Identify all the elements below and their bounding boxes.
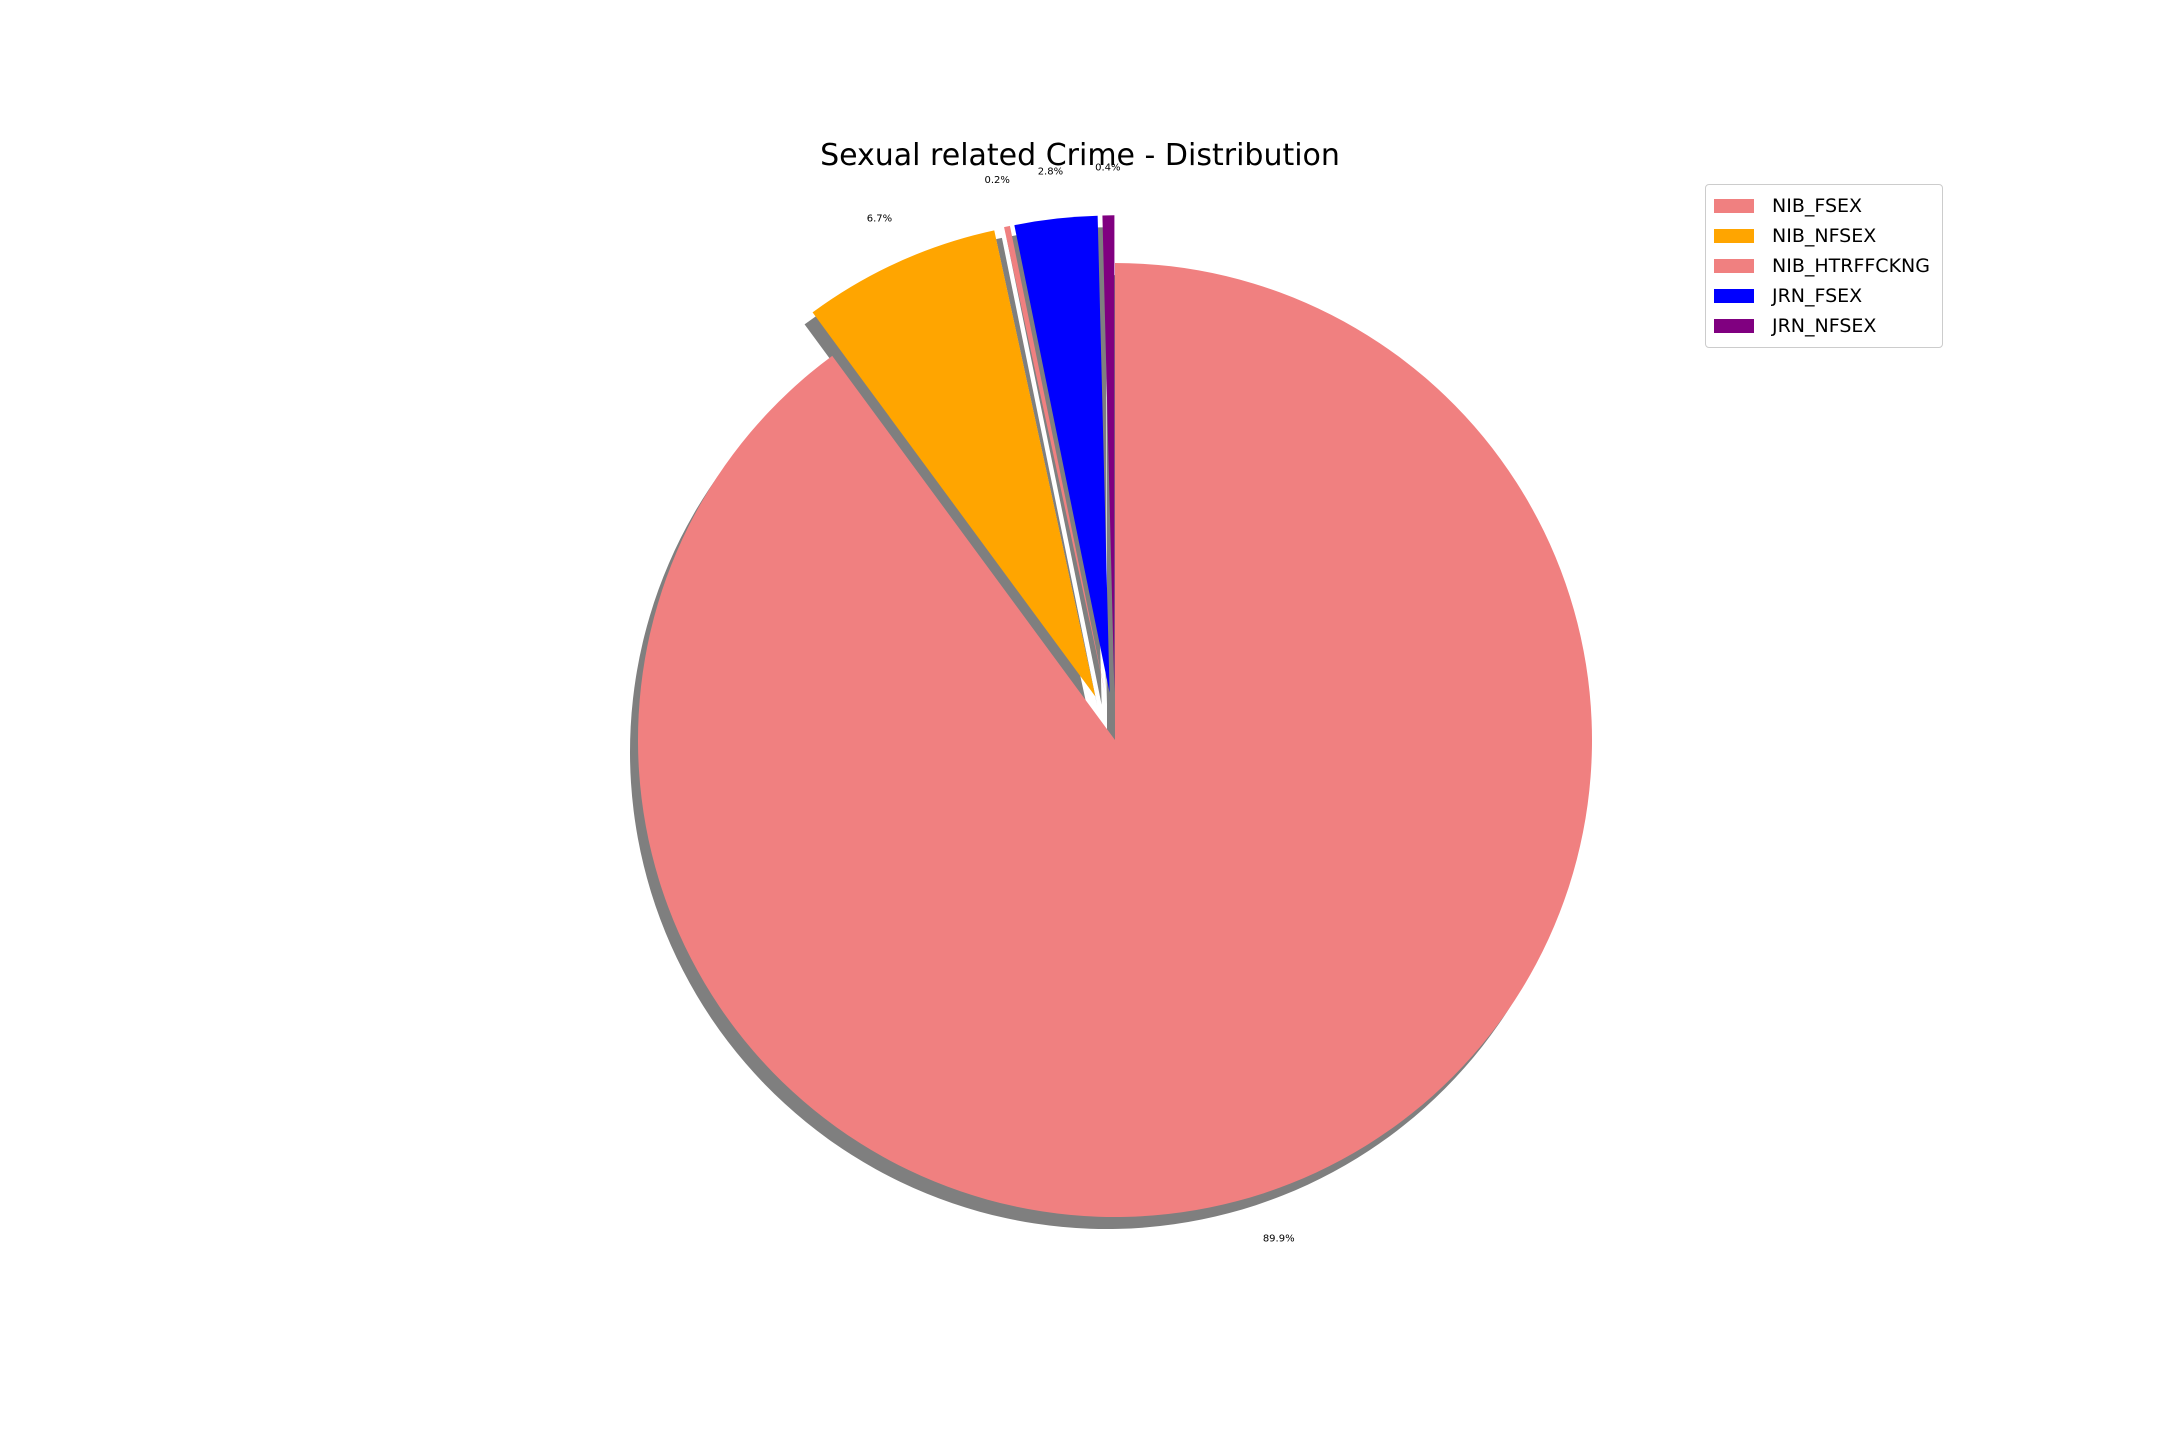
legend-label: NIB_HTRFFCKNG [1772, 255, 1930, 277]
legend-label: JRN_NFSEX [1772, 315, 1877, 337]
pie-slice-nib-nfsex [812, 230, 1096, 697]
legend-label: NIB_NFSEX [1772, 225, 1877, 247]
legend-swatch [1714, 289, 1754, 303]
chart-title: Sexual related Crime - Distribution [820, 138, 1340, 173]
legend-item-nib-htrffckng: NIB_HTRFFCKNG [1706, 251, 1942, 281]
pct-label-jrn-nfsex: 0.4% [1095, 163, 1120, 174]
pct-label-nib-fsex: 89.9% [1263, 1234, 1295, 1245]
pct-label-nib-nfsex: 6.7% [867, 213, 892, 224]
pie-slice-jrn-fsex [1014, 215, 1110, 693]
legend-item-jrn-nfsex: JRN_NFSEX [1706, 311, 1942, 341]
pie-slice-nib-fsex [637, 263, 1592, 1217]
legend-item-nib-fsex: NIB_FSEX [1706, 191, 1942, 221]
chart-legend: NIB_FSEX NIB_NFSEX NIB_HTRFFCKNG JRN_FSEX JR… [1705, 184, 1943, 348]
pct-label-nib-htrffckng: 0.2% [984, 175, 1009, 186]
legend-swatch [1714, 319, 1754, 333]
legend-swatch [1714, 229, 1754, 243]
legend-label: NIB_FSEX [1772, 195, 1863, 217]
legend-swatch [1714, 199, 1754, 213]
pie-slice-nib-htrffckng [1004, 225, 1106, 694]
legend-label: JRN_FSEX [1772, 285, 1863, 307]
legend-item-nib-nfsex: NIB_NFSEX [1706, 221, 1942, 251]
pct-label-jrn-fsex: 2.8% [1038, 166, 1063, 177]
legend-item-jrn-fsex: JRN_FSEX [1706, 281, 1942, 311]
legend-swatch [1714, 259, 1754, 273]
pie-slice-jrn-nfsex [1102, 215, 1115, 693]
